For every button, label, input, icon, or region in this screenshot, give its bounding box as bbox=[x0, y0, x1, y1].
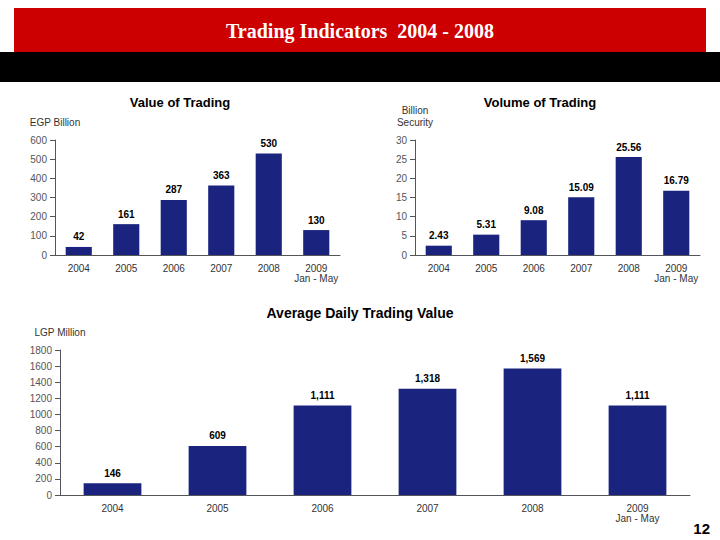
svg-text:1200: 1200 bbox=[30, 393, 53, 404]
svg-text:25.56: 25.56 bbox=[616, 142, 641, 153]
svg-text:5.31: 5.31 bbox=[477, 219, 497, 230]
svg-text:600: 600 bbox=[30, 135, 47, 146]
svg-text:0: 0 bbox=[46, 490, 52, 501]
svg-text:2004: 2004 bbox=[68, 263, 91, 274]
svg-text:0: 0 bbox=[41, 250, 47, 261]
svg-text:2005: 2005 bbox=[115, 263, 138, 274]
svg-text:0: 0 bbox=[401, 250, 407, 261]
svg-text:500: 500 bbox=[30, 154, 47, 165]
svg-text:Average Daily Trading Value: Average Daily Trading Value bbox=[266, 305, 453, 321]
svg-text:2009: 2009 bbox=[665, 262, 688, 274]
svg-text:2004: 2004 bbox=[101, 503, 124, 514]
svg-text:1400: 1400 bbox=[30, 377, 53, 388]
svg-text:10: 10 bbox=[396, 211, 408, 222]
svg-text:EGP Billion: EGP Billion bbox=[30, 117, 80, 128]
svg-text:2004: 2004 bbox=[428, 263, 451, 274]
svg-text:300: 300 bbox=[30, 192, 47, 203]
svg-text:Jan - May: Jan - May bbox=[616, 513, 660, 524]
svg-text:2009: 2009 bbox=[626, 502, 649, 514]
svg-text:2008: 2008 bbox=[258, 263, 281, 274]
svg-text:200: 200 bbox=[30, 211, 47, 222]
svg-text:2006: 2006 bbox=[311, 503, 334, 514]
svg-text:Volume of Trading: Volume of Trading bbox=[484, 95, 596, 110]
svg-text:LGP Million: LGP Million bbox=[35, 327, 86, 338]
svg-text:200: 200 bbox=[35, 473, 52, 484]
svg-text:25: 25 bbox=[396, 154, 408, 165]
svg-text:Jan - May: Jan - May bbox=[654, 273, 698, 284]
svg-text:161: 161 bbox=[118, 209, 135, 220]
svg-text:Trading Indicators 2004 - 200: Trading Indicators 2004 - 2008 bbox=[226, 20, 494, 43]
svg-text:1,111: 1,111 bbox=[626, 390, 650, 401]
svg-text:2005: 2005 bbox=[206, 503, 229, 514]
svg-text:1,111: 1,111 bbox=[311, 390, 335, 401]
svg-text:Billion: Billion bbox=[402, 105, 429, 116]
svg-text:609: 609 bbox=[209, 430, 226, 441]
svg-text:2009: 2009 bbox=[305, 262, 328, 274]
svg-text:1,318: 1,318 bbox=[415, 373, 440, 384]
svg-text:16.79: 16.79 bbox=[664, 175, 689, 186]
svg-text:2007: 2007 bbox=[570, 263, 593, 274]
svg-text:Jan - May: Jan - May bbox=[294, 273, 338, 284]
svg-text:9.08: 9.08 bbox=[524, 205, 544, 216]
svg-text:2.43: 2.43 bbox=[429, 230, 449, 241]
svg-text:Security: Security bbox=[397, 117, 433, 128]
svg-text:287: 287 bbox=[165, 184, 182, 195]
svg-text:1600: 1600 bbox=[30, 361, 53, 372]
svg-text:800: 800 bbox=[35, 425, 52, 436]
svg-text:30: 30 bbox=[396, 135, 408, 146]
svg-text:146: 146 bbox=[104, 468, 121, 479]
svg-text:400: 400 bbox=[30, 173, 47, 184]
svg-text:42: 42 bbox=[73, 231, 85, 242]
svg-text:1,569: 1,569 bbox=[520, 353, 545, 364]
svg-text:12: 12 bbox=[693, 520, 710, 537]
svg-text:2007: 2007 bbox=[416, 503, 439, 514]
svg-text:2008: 2008 bbox=[618, 263, 641, 274]
svg-text:530: 530 bbox=[260, 138, 277, 149]
svg-text:100: 100 bbox=[30, 230, 47, 241]
svg-text:15: 15 bbox=[396, 192, 408, 203]
svg-text:600: 600 bbox=[35, 441, 52, 452]
svg-text:400: 400 bbox=[35, 457, 52, 468]
svg-text:20: 20 bbox=[396, 173, 408, 184]
svg-text:15.09: 15.09 bbox=[569, 182, 594, 193]
svg-text:1000: 1000 bbox=[30, 409, 53, 420]
svg-text:2005: 2005 bbox=[475, 263, 498, 274]
svg-text:2008: 2008 bbox=[521, 503, 544, 514]
svg-text:2006: 2006 bbox=[523, 263, 546, 274]
svg-text:Value of Trading: Value of Trading bbox=[130, 95, 230, 110]
svg-text:5: 5 bbox=[401, 230, 407, 241]
svg-text:130: 130 bbox=[308, 215, 325, 226]
svg-text:363: 363 bbox=[213, 170, 230, 181]
svg-text:2007: 2007 bbox=[210, 263, 233, 274]
svg-text:2006: 2006 bbox=[163, 263, 186, 274]
svg-text:1800: 1800 bbox=[30, 345, 53, 356]
